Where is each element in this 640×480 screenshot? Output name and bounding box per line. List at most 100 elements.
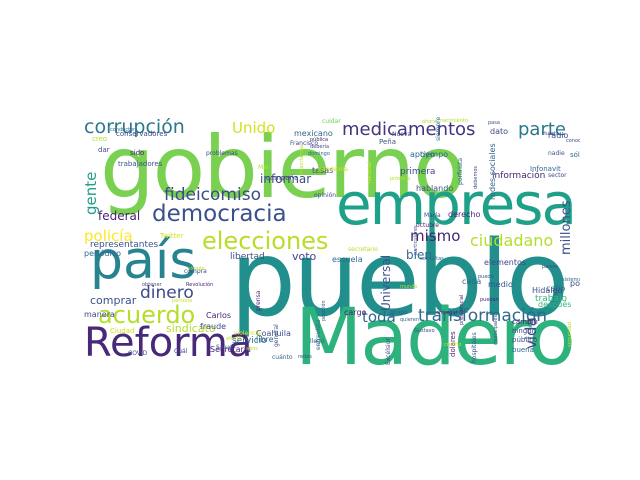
word-tasas: tasas [312, 166, 334, 175]
word-violencia: violencia [234, 330, 261, 337]
word-problemas: problemas [206, 150, 238, 157]
word-obtener: obtener [142, 282, 162, 288]
word-sistema: sistema [562, 277, 580, 283]
word-dato: dato [490, 127, 509, 136]
word-escuela: escuela [332, 255, 363, 264]
word-opinion: opinión [314, 192, 337, 199]
word-libre: libre [256, 335, 274, 344]
word-hospitales: hospitales [471, 332, 478, 363]
word-secretaria: Secretaría [210, 345, 251, 354]
word-consultas: consultas [420, 256, 444, 262]
word-empresa: empresa [336, 170, 577, 238]
word-credito: crédito [444, 342, 462, 348]
word-tiempo: tiempo [420, 150, 449, 159]
word-unido: Unido [232, 119, 276, 137]
word-pena: Peña [379, 138, 397, 146]
word-fideicomiso: fideicomiso [164, 185, 261, 205]
word-porfirista: porfirista [457, 157, 464, 185]
word-proximo: próximo [390, 176, 411, 182]
word-secretario: secretario [348, 246, 378, 253]
word-pais: país [90, 231, 197, 291]
word-poder: poder [570, 279, 580, 288]
word-revolucion: Revolución [186, 282, 214, 288]
word-transformacion: transformación [418, 306, 548, 326]
word-quieren: quieren [400, 317, 419, 323]
word-puedo: puedo [478, 274, 494, 280]
word-publica: pública [310, 137, 329, 143]
word-municipales: municipales [493, 314, 499, 345]
word-importancia: importancia [299, 145, 305, 175]
word-elecciones: elecciones [202, 227, 329, 255]
word-huerta: Huerta [542, 131, 560, 137]
word-nacimiento: nacimiento [440, 118, 468, 124]
word-policia: policía [84, 227, 133, 245]
word-trabajadores: trabajadores [118, 160, 163, 168]
word-radio: radio [548, 131, 569, 140]
word-posicion: posición [321, 300, 327, 321]
word-democracia: democracia [152, 201, 287, 227]
word-servicio: servicio [232, 336, 267, 346]
word-acuerdo: acuerdo [98, 301, 196, 329]
word-grupo: grupo [390, 309, 408, 316]
word-cuidar: cuidar [322, 118, 341, 125]
word-medio: medio [488, 280, 513, 289]
word-infonavit: Infonavit [530, 165, 561, 173]
word-deberia: debería [310, 144, 330, 150]
word-pandemia: pandemia [318, 166, 348, 173]
word-mundo: mundo [400, 284, 418, 290]
word-nueva: Nueva [392, 131, 412, 138]
word-ningun: ningún [512, 327, 537, 335]
word-mexicano: mexicano [294, 129, 333, 138]
word-compra: compra [184, 268, 207, 275]
word-pasa: pasa [488, 120, 500, 126]
word-apoyo: apoyo [410, 150, 435, 159]
word-redes-sociales: redes sociales [488, 143, 497, 200]
word-solo: sólo [570, 151, 580, 159]
word-corrupcion: corrupción [84, 116, 185, 138]
word-madero: Madero [295, 293, 576, 370]
word-federal: federal [98, 209, 141, 223]
word-presidencial: presidencial [459, 294, 465, 325]
word-octubre: octubre [416, 222, 439, 229]
word-manera: manera [84, 310, 115, 319]
word-publico: público [512, 336, 538, 344]
word-redes: redes [298, 354, 312, 360]
word-toda: toda [362, 308, 396, 326]
word-cargo: cargo [344, 308, 367, 317]
word-voto: voto [292, 250, 317, 263]
word-ciudadano: ciudadano [470, 231, 554, 250]
word-debemos: debemos [473, 165, 479, 189]
word-conocer: conocer [566, 138, 580, 144]
word-sido: sido [130, 149, 145, 157]
word-reforma: Reforma [84, 320, 253, 366]
word-pueblo: pueblo [230, 218, 569, 340]
word-medicamentos: medicamentos [342, 119, 476, 140]
word-gustavo: Gustavo [414, 328, 435, 334]
word-carlos: Carlos [206, 311, 232, 320]
word-parte: parte [518, 119, 566, 140]
word-llego: llegó [310, 338, 325, 345]
word-hablando: hablando [416, 184, 454, 193]
word-persona: persona [172, 298, 193, 304]
word-twitter: Twitter [160, 232, 184, 240]
word-representantes: representantes [90, 240, 159, 250]
word-gente: gente [82, 171, 100, 215]
word-cuanto: cuánto [272, 354, 293, 361]
word-covid: COVID [128, 350, 148, 357]
word-cual: Cuál [174, 348, 188, 355]
word-libertad: libertad [230, 252, 265, 262]
word-general: general [273, 324, 280, 347]
word-seguridad: seguridad [567, 322, 573, 347]
word-sindicato: sindicato [166, 322, 216, 335]
word-domingo: domingo [308, 151, 330, 157]
word-cada: cada [462, 277, 482, 286]
word-coahuila: Coahuila [256, 329, 291, 338]
word-ciudad: Ciudad [110, 327, 135, 335]
word-francisco: Francisco [290, 140, 319, 147]
word-excelsior: Excélsior [385, 338, 392, 365]
word-cambio: cambio [512, 318, 538, 326]
word-puedan: puedan [480, 297, 499, 303]
word-derecho: derecho [448, 210, 481, 219]
word-informacion: información [492, 171, 546, 181]
word-mismo: mismo [410, 227, 461, 245]
